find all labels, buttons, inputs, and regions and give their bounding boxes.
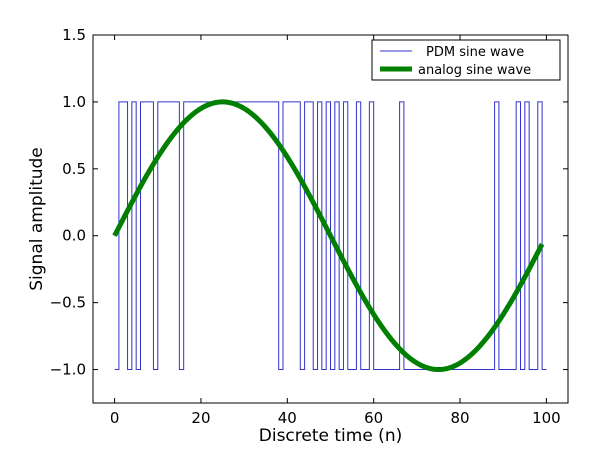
y-tick-label: 0.5 [62, 160, 86, 178]
y-tick-label: 1.5 [62, 26, 86, 44]
y-tick-label: 1.0 [62, 93, 86, 111]
x-tick-label: 100 [532, 409, 561, 427]
series-layer [112, 99, 547, 373]
legend-label-analog: analog sine wave [418, 63, 531, 78]
y-tick-label: 0.0 [62, 227, 86, 245]
y-tick-label: −0.5 [50, 294, 86, 312]
legend: PDM sine wave analog sine wave [371, 39, 561, 81]
x-tick-label: 0 [110, 409, 120, 427]
legend-box [371, 39, 561, 81]
x-tick-label: 80 [450, 409, 469, 427]
y-tick-label: −1.0 [50, 361, 86, 379]
y-axis-label: Signal amplitude [27, 147, 47, 291]
pdm-sine-wave-line [114, 101, 547, 371]
x-tick-label: 40 [278, 409, 297, 427]
legend-label-pdm: PDM sine wave [426, 45, 524, 60]
tick-layer: 0 20 40 60 80 100 −1.0 −0.5 0.0 0.5 1.0 1.5 [50, 26, 568, 427]
x-tick-label: 20 [191, 409, 210, 427]
analog-sine-wave-line [112, 99, 545, 373]
x-axis-label: Discrete time (n) [259, 426, 402, 446]
x-tick-label: 60 [364, 409, 383, 427]
